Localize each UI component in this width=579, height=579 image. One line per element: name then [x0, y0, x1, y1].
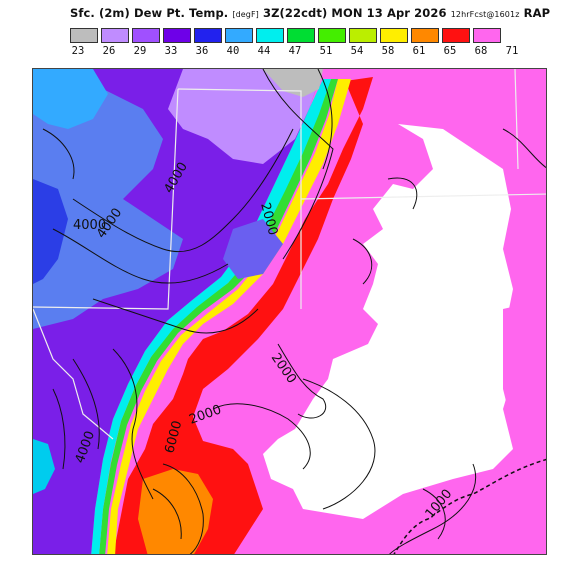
legend-tick-label: 36	[195, 45, 209, 57]
legend-tick-label: 33	[164, 45, 178, 57]
dashed-boundary	[393, 458, 546, 554]
region-68-plus	[263, 124, 515, 519]
legend-tick-label: 44	[257, 45, 271, 57]
legend-tick-label: 68	[474, 45, 488, 57]
legend-tick-label: 26	[102, 45, 116, 57]
region-65-east	[503, 299, 546, 429]
height-contours	[42, 69, 546, 554]
title-model: RAP	[523, 6, 551, 20]
region-54-58	[107, 79, 351, 554]
title-units: [degF]	[232, 10, 259, 19]
legend-swatch	[318, 28, 346, 43]
region-44-54	[99, 79, 338, 554]
legend-tick-label: 61	[412, 45, 426, 57]
dewpoint-map: 4000 4000 4000 2000 2000 2000 4000 1000 …	[33, 69, 546, 554]
legend-swatch	[194, 28, 222, 43]
region-40-44-west	[33, 439, 55, 494]
legend-swatch	[473, 28, 501, 43]
legend-swatch	[380, 28, 408, 43]
legend-swatch	[163, 28, 191, 43]
legend-swatch	[225, 28, 253, 43]
region-33-36	[33, 89, 183, 329]
legend-tick-label: 65	[443, 45, 457, 57]
legend-swatch	[442, 28, 470, 43]
region-61-65	[113, 77, 373, 554]
contour-label: 4000	[73, 218, 106, 233]
region-40-44	[91, 79, 331, 554]
legend-swatch	[411, 28, 439, 43]
legend-tick-label: 54	[350, 45, 364, 57]
title-forecast: 12hrFcst@1601z	[450, 10, 520, 19]
legend-swatch	[132, 28, 160, 43]
map-title: Sfc. (2m) Dew Pt. Temp. [degF] 3Z(22cdt)…	[70, 6, 550, 20]
legend-tick-labels: 23 26 29 33 36 40 44 47 51 54 58 61 65 68 71	[70, 45, 530, 59]
region-33-36-mid	[223, 219, 283, 279]
legend-swatch	[101, 28, 129, 43]
color-legend	[70, 28, 504, 43]
legend-tick-label: 51	[319, 45, 333, 57]
region-23-26	[263, 69, 323, 97]
map-panel: 4000 4000 4000 2000 2000 2000 4000 1000 …	[32, 68, 547, 555]
legend-swatch	[349, 28, 377, 43]
region-40-44-nw	[33, 69, 108, 129]
legend-swatch	[256, 28, 284, 43]
legend-tick-label: 23	[71, 45, 85, 57]
title-main: Sfc. (2m) Dew Pt. Temp.	[70, 6, 229, 20]
title-time: 3Z(22cdt) MON 13 Apr 2026	[263, 6, 447, 20]
legend-swatch	[70, 28, 98, 43]
state-boundaries	[33, 69, 546, 440]
region-36-40	[33, 179, 68, 284]
legend-swatch	[287, 28, 315, 43]
legend-tick-label: 40	[226, 45, 240, 57]
legend-tick-label: 47	[288, 45, 302, 57]
region-26-29-north	[168, 69, 323, 164]
legend-tick-label: 29	[133, 45, 147, 57]
legend-tick-label: 71	[505, 45, 519, 57]
legend-tick-label: 58	[381, 45, 395, 57]
